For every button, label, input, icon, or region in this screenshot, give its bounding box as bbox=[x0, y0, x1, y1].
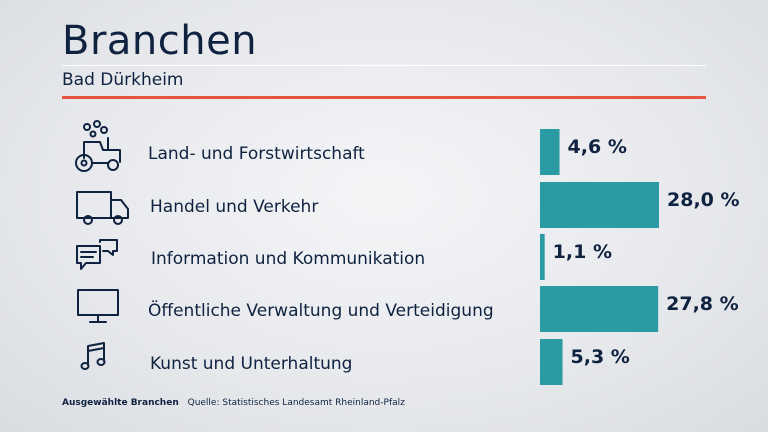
speech-bubbles-icon bbox=[76, 239, 118, 270]
rows-group: Land- und Forstwirtschaft 4,6 % Handel und… bbox=[148, 129, 740, 385]
value-label: 5,3 % bbox=[571, 346, 630, 368]
monitor-icon bbox=[77, 289, 119, 323]
category-label: Kunst und Unterhaltung bbox=[150, 354, 352, 374]
footer-source: Quelle: Statistisches Landesamt Rheinlan… bbox=[187, 398, 405, 408]
truck-icon bbox=[76, 191, 129, 225]
music-note-icon bbox=[80, 342, 106, 370]
value-label: 27,8 % bbox=[666, 293, 739, 315]
tractor-icon bbox=[75, 120, 121, 172]
category-label: Land- und Forstwirtschaft bbox=[148, 144, 365, 164]
category-label: Handel und Verkehr bbox=[150, 197, 318, 217]
bar bbox=[540, 182, 659, 228]
bar bbox=[540, 129, 560, 175]
page-title: Branchen bbox=[62, 18, 258, 64]
bar bbox=[540, 286, 659, 332]
value-label: 1,1 % bbox=[553, 241, 612, 263]
bar bbox=[540, 339, 563, 385]
accent-divider bbox=[62, 96, 706, 99]
page-subtitle: Bad Dürkheim bbox=[62, 70, 184, 90]
title-divider bbox=[62, 65, 706, 66]
bar bbox=[540, 234, 545, 280]
value-label: 4,6 % bbox=[568, 136, 627, 158]
footer: Ausgewählte Branchen Quelle: Statistisch… bbox=[62, 398, 405, 408]
footer-label: Ausgewählte Branchen bbox=[62, 398, 179, 408]
category-label: Information und Kommunikation bbox=[151, 249, 425, 269]
category-label: Öffentliche Verwaltung und Verteidigung bbox=[148, 299, 494, 321]
value-label: 28,0 % bbox=[667, 189, 740, 211]
icons-group bbox=[75, 120, 129, 370]
